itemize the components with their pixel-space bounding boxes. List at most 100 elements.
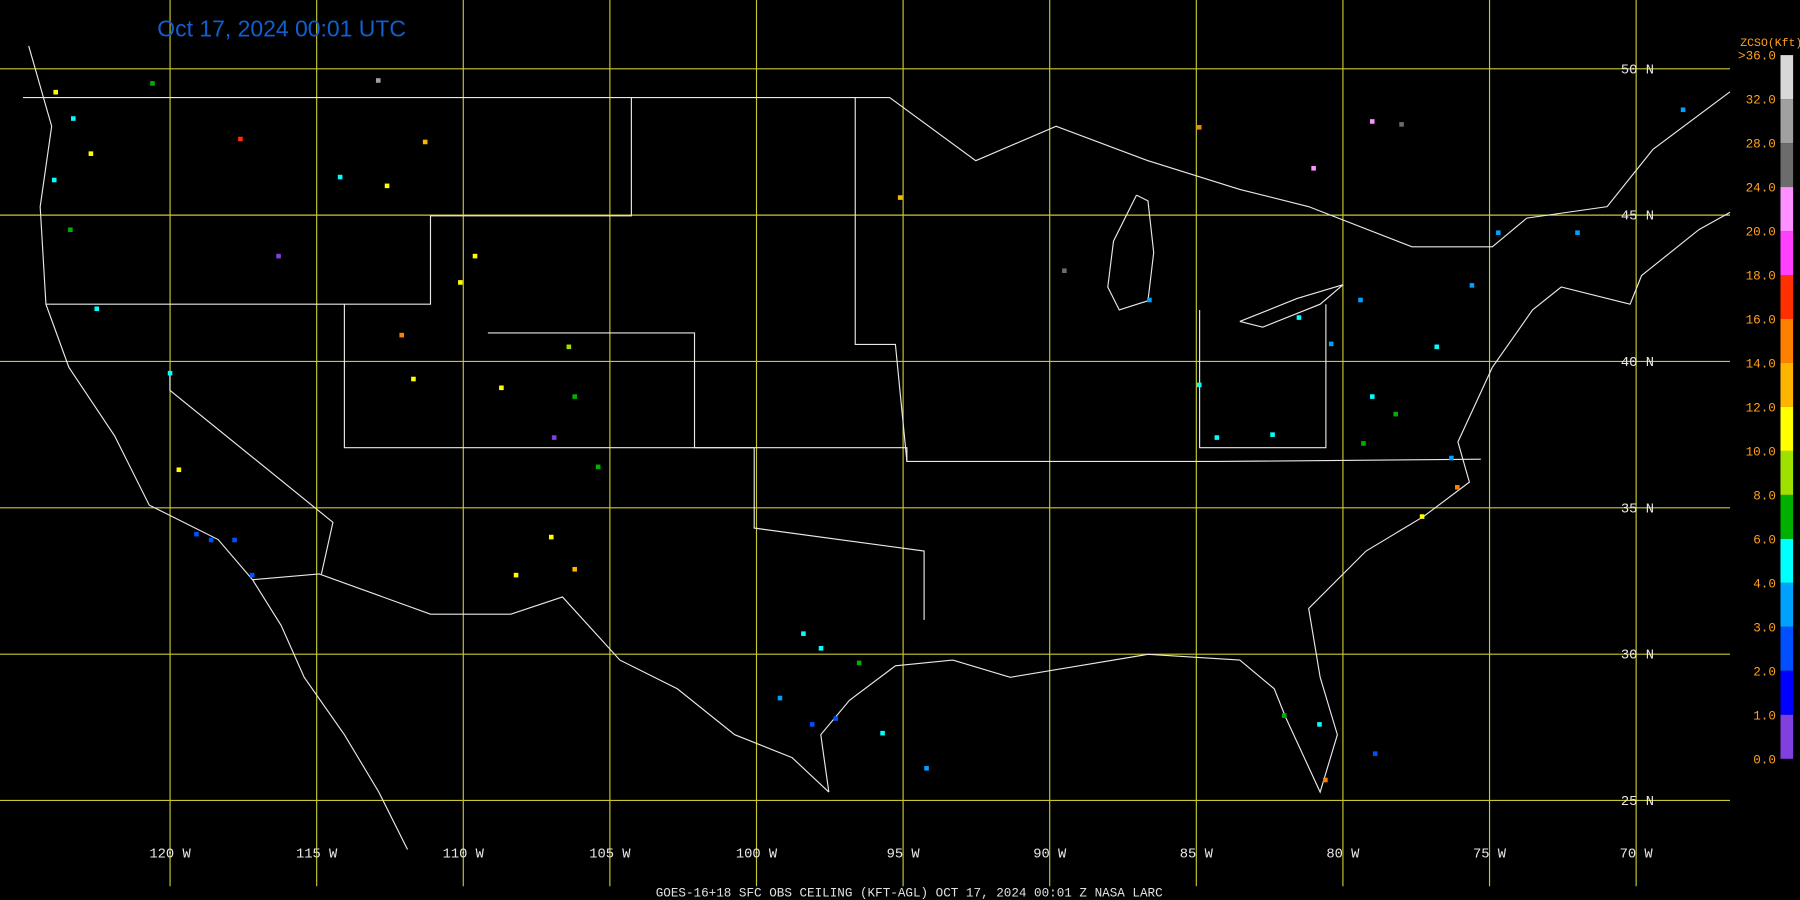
legend-label: 8.0 xyxy=(1753,489,1776,504)
station xyxy=(238,136,243,142)
state-line xyxy=(343,304,1481,463)
station xyxy=(566,344,572,350)
station xyxy=(1062,268,1067,274)
station xyxy=(1419,514,1425,519)
coastline xyxy=(820,211,1731,794)
legend-swatch xyxy=(1780,187,1794,232)
legend-swatch xyxy=(1780,143,1794,188)
station xyxy=(276,253,281,259)
station xyxy=(1369,394,1375,399)
state-line xyxy=(45,97,632,305)
legend-swatch xyxy=(1780,626,1794,671)
lat-label: 45 N xyxy=(1621,210,1654,225)
station xyxy=(194,531,199,537)
lon-label: 90 W xyxy=(1033,848,1067,863)
station xyxy=(71,116,76,121)
station xyxy=(1196,125,1202,130)
station xyxy=(1296,315,1302,320)
lake-michigan xyxy=(1107,194,1155,311)
legend-swatch xyxy=(1780,494,1794,539)
legend-label: 1.0 xyxy=(1753,708,1776,723)
lat-label: 35 N xyxy=(1621,502,1654,517)
station xyxy=(572,566,577,572)
station xyxy=(1328,341,1334,347)
legend-swatch xyxy=(1780,582,1794,627)
station xyxy=(399,332,405,338)
station xyxy=(572,394,577,399)
stations xyxy=(51,78,1686,783)
station xyxy=(411,376,416,382)
station xyxy=(167,370,173,376)
station xyxy=(1361,441,1366,446)
legend-swatch xyxy=(1780,406,1794,451)
station xyxy=(88,151,94,156)
lon-label: 110 W xyxy=(443,848,485,863)
station xyxy=(833,716,838,721)
lat-label: 40 N xyxy=(1621,356,1654,371)
legend-label: 10.0 xyxy=(1746,445,1776,460)
lat-label: 50 N xyxy=(1621,63,1654,78)
station xyxy=(337,174,343,180)
legend-label: 4.0 xyxy=(1753,576,1776,591)
station xyxy=(1270,432,1275,437)
lon-label: 120 W xyxy=(149,848,191,863)
legend-swatch xyxy=(1780,318,1794,363)
station xyxy=(94,306,100,312)
station xyxy=(375,78,381,83)
lon-label: 95 W xyxy=(887,848,921,863)
station xyxy=(924,765,929,771)
station xyxy=(1434,344,1440,350)
station xyxy=(1575,230,1580,235)
lon-label: 115 W xyxy=(296,848,338,863)
coastlines xyxy=(22,45,1731,850)
station xyxy=(499,385,504,391)
station xyxy=(1399,122,1404,127)
lat-label: 30 N xyxy=(1621,649,1654,664)
station xyxy=(1358,297,1363,303)
station xyxy=(548,534,554,540)
station xyxy=(897,195,903,200)
station xyxy=(1311,165,1316,171)
legend-label: >36.0 xyxy=(1738,49,1776,64)
station xyxy=(595,464,601,470)
lon-label: 85 W xyxy=(1180,848,1214,863)
station xyxy=(1449,455,1454,461)
station xyxy=(551,435,557,440)
state-line xyxy=(854,97,908,462)
footer: GOES-16+18 SFC OBS CEILING (KFT-AGL) OCT… xyxy=(656,886,1163,900)
station xyxy=(1214,435,1220,440)
lake-erie xyxy=(1239,284,1344,328)
legend-swatch xyxy=(1780,275,1794,319)
station xyxy=(176,467,182,473)
station xyxy=(856,660,862,666)
legend-swatch xyxy=(1780,99,1794,144)
station xyxy=(208,537,214,543)
station xyxy=(1680,107,1686,113)
lon-label: 70 W xyxy=(1620,848,1654,863)
legend-label: 24.0 xyxy=(1746,181,1776,196)
station xyxy=(1323,777,1328,783)
station xyxy=(422,139,428,145)
lon-label: 75 W xyxy=(1473,848,1507,863)
station xyxy=(1469,283,1475,288)
station xyxy=(1369,119,1375,124)
state-line xyxy=(487,332,925,620)
lon-label: 100 W xyxy=(736,848,778,863)
legend: ZCSO(Kft)>36.0 32.0 28.0 24.0 20.0 18.0 16.0 14… xyxy=(1738,37,1800,767)
legend-label: 12.0 xyxy=(1746,401,1776,416)
graticule: 120 W 115 W 110 W 105 W 100 W 95 W 90 W 85 W 80 … xyxy=(0,0,1730,887)
legend-swatch xyxy=(1780,670,1794,715)
station xyxy=(1496,230,1501,235)
station xyxy=(880,730,885,736)
legend-label: 6.0 xyxy=(1753,532,1776,547)
station xyxy=(1281,713,1287,718)
station xyxy=(249,572,255,578)
station xyxy=(1393,411,1399,417)
legend-swatch xyxy=(1780,450,1794,495)
lon-label: 80 W xyxy=(1326,848,1360,863)
legend-label: 2.0 xyxy=(1753,664,1776,679)
legend-label: 14.0 xyxy=(1746,357,1776,372)
station xyxy=(1372,751,1378,756)
